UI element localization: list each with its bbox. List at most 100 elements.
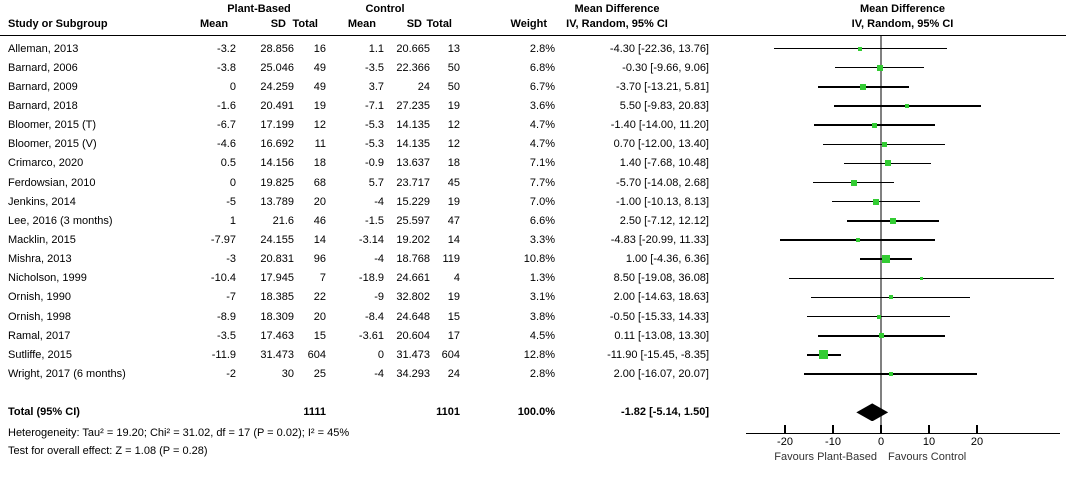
col-header-pb-total: Total (292, 18, 318, 30)
cell-study: Barnard, 2009 (8, 80, 78, 93)
cell-weight: 1.3% (529, 272, 555, 285)
effect-marker (888, 372, 893, 377)
cell-c-sd: 32.802 (396, 291, 430, 304)
plot-header-line1: Mean Difference (860, 3, 945, 15)
effect-marker (884, 160, 891, 167)
pooled-diamond (856, 403, 889, 422)
col-header-pb-mean: Mean (200, 18, 229, 30)
cell-ci: -1.00 [-10.13, 8.13] (616, 195, 709, 208)
cell-pb-sd: 20.831 (260, 253, 294, 266)
table-row: Ferdowsian, 2010 0 19.825 68 5.7 23.717 45 7.7%… (0, 173, 709, 192)
cell-pb-sd: 30 (281, 368, 294, 381)
cell-weight: 3.3% (529, 234, 555, 246)
effect-marker (879, 333, 885, 339)
cell-ci: 0.11 [-13.08, 13.30] (614, 329, 709, 342)
cell-c-mean: 1.1 (368, 42, 384, 55)
cell-ci: -3.70 [-13.21, 5.81] (616, 80, 709, 93)
cell-study: Lee, 2016 (3 months) (8, 214, 113, 227)
cell-c-sd: 22.366 (396, 61, 430, 74)
cell-c-total: 24 (447, 368, 460, 381)
col-header-study: Study or Subgroup (8, 18, 108, 30)
cell-pb-total: 22 (313, 291, 326, 304)
cell-study: Nicholson, 1999 (8, 272, 87, 285)
cell-pb-sd: 28.856 (260, 42, 294, 55)
cell-study: Bloomer, 2015 (V) (8, 138, 97, 151)
cell-c-total: 4 (453, 272, 460, 285)
effect-marker (858, 46, 863, 51)
cell-c-total: 50 (447, 80, 460, 93)
cell-ci: -0.30 [-9.66, 9.06] (622, 61, 709, 74)
heterogeneity-note: Heterogeneity: Tau² = 19.20; Chi² = 31.0… (8, 427, 350, 439)
cell-weight: 4.5% (529, 329, 555, 342)
cell-pb-mean: 0 (229, 176, 236, 189)
table-row: Bloomer, 2015 (T) -6.7 17.199 12 -5.3 14.135 1… (0, 116, 709, 135)
cell-study: Barnard, 2006 (8, 61, 78, 74)
cell-weight: 7.0% (529, 195, 555, 208)
cell-pb-mean: -7 (226, 291, 236, 304)
table-row: Alleman, 2013 -3.2 28.856 16 1.1 20.665 13 2.8%… (0, 39, 709, 58)
cell-pb-sd: 13.789 (260, 195, 294, 208)
cell-c-sd: 13.637 (396, 157, 430, 170)
col-header-c-mean: Mean (347, 18, 376, 30)
cell-ci: 2.00 [-16.07, 20.07] (613, 368, 709, 381)
cell-pb-total: 604 (307, 348, 326, 361)
cell-pb-total: 14 (313, 234, 326, 246)
cell-ci: -5.70 [-14.08, 2.68] (616, 176, 709, 189)
cell-c-total: 45 (447, 176, 460, 189)
cell-weight: 100.0% (517, 406, 555, 419)
cell-weight: 4.7% (529, 119, 555, 132)
cell-pb-sd: 17.199 (260, 119, 294, 132)
cell-c-total: 13 (447, 42, 460, 55)
cell-ci: 5.50 [-9.83, 20.83] (619, 99, 709, 112)
col-header-c-total: Total (426, 18, 452, 30)
effect-marker (871, 122, 877, 128)
col-header-c-sd: SD (406, 18, 422, 30)
cell-c-mean: 3.7 (368, 80, 384, 93)
cell-c-total: 17 (447, 329, 460, 342)
effect-marker (855, 238, 860, 242)
cell-ci: 0.70 [-12.00, 13.40] (613, 138, 709, 151)
cell-c-mean: -4 (374, 368, 384, 381)
cell-c-total: 50 (447, 61, 460, 74)
table-row: Mishra, 2013 -3 20.831 96 -4 18.768 119 10.8% 1.… (0, 250, 709, 269)
cell-c-sd: 24.661 (396, 272, 430, 285)
cell-c-sd: 23.717 (396, 176, 430, 189)
header-rule (0, 34, 1066, 36)
cell-c-sd: 34.293 (396, 368, 430, 381)
cell-pb-mean: -2 (226, 368, 236, 381)
cell-c-mean: -5.3 (365, 138, 384, 151)
cell-c-total: 15 (447, 310, 460, 323)
effect-marker (860, 83, 867, 90)
md-column-header-line2: IV, Random, 95% CI (566, 18, 668, 30)
cell-pb-total: 1111 (303, 406, 326, 419)
cell-pb-total: 46 (313, 214, 326, 227)
cell-c-mean: -3.5 (365, 61, 384, 74)
cell-pb-mean: -3.5 (217, 329, 236, 342)
cell-pb-total: 68 (313, 176, 326, 189)
cell-pb-mean: -4.6 (217, 138, 236, 151)
cell-weight: 2.8% (529, 42, 555, 55)
cell-pb-mean: -5 (226, 195, 236, 208)
cell-pb-total: 18 (313, 157, 326, 170)
cell-c-total: 119 (442, 253, 460, 266)
axis-tick-label: -10 (825, 435, 841, 448)
cell-pb-total: 49 (313, 80, 326, 93)
cell-pb-total: 12 (313, 119, 326, 132)
cell-pb-mean: -8.9 (217, 310, 236, 323)
cell-c-total: 47 (447, 214, 460, 227)
cell-pb-sd: 25.046 (260, 61, 294, 74)
cell-c-mean: -8.4 (365, 310, 384, 323)
cell-weight: 4.7% (529, 138, 555, 151)
cell-weight: 3.8% (529, 310, 555, 323)
cell-pb-mean: -10.4 (210, 272, 236, 285)
cell-pb-sd: 21.6 (272, 214, 294, 227)
table-row: Ornish, 1998 -8.9 18.309 20 -8.4 24.648 15 3.8%… (0, 307, 709, 326)
cell-c-total: 19 (447, 291, 460, 304)
cell-pb-total: 15 (313, 329, 326, 342)
axis-tick (928, 424, 930, 433)
cell-weight: 12.8% (523, 348, 555, 361)
cell-c-sd: 31.473 (396, 348, 430, 361)
table-row: Barnard, 2006 -3.8 25.046 49 -3.5 22.366 50 6.8… (0, 58, 709, 77)
cell-c-mean: -9 (374, 291, 384, 304)
cell-weight: 2.8% (529, 368, 555, 381)
